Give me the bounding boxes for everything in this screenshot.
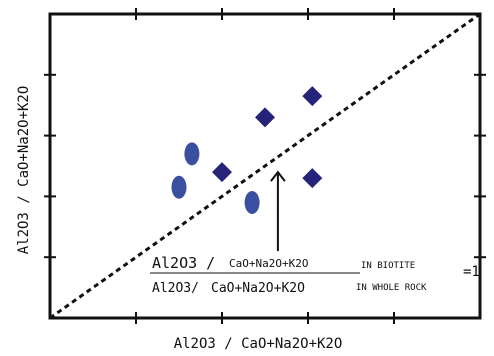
reference-line-1-to-1 [49, 12, 481, 320]
plot-frame [48, 12, 482, 320]
diamond-point [255, 107, 275, 128]
annotation-denominator-right: CaO+Na2O+K2O [211, 281, 305, 296]
ellipse-point [171, 175, 187, 199]
diamond-point [302, 168, 323, 189]
x-axis-label: Al2O3 / CaO+Na2O+K2O [174, 336, 343, 352]
y-axis-label: Al2O3 / CaO+Na2O+K2O [16, 86, 32, 255]
annotation-numerator-right: CaO+Na2O+K2O [229, 257, 308, 270]
axis-ticks [44, 8, 486, 324]
annotation-denominator-left: Al2O3/ [152, 281, 199, 296]
diamond-point [302, 86, 323, 107]
annotation-denominator-suffix: IN WHOLE ROCK [356, 283, 427, 293]
ellipse-point [184, 142, 200, 166]
annotation-arrowhead [270, 170, 286, 182]
annotation-equals: =1 [463, 264, 480, 280]
ellipse-point [244, 190, 260, 214]
annotation-numerator-left: Al2O3 / [152, 254, 215, 272]
data-points [171, 86, 323, 214]
diamond-point [212, 162, 232, 183]
annotation-numerator-suffix: IN BIOTITE [361, 261, 415, 271]
